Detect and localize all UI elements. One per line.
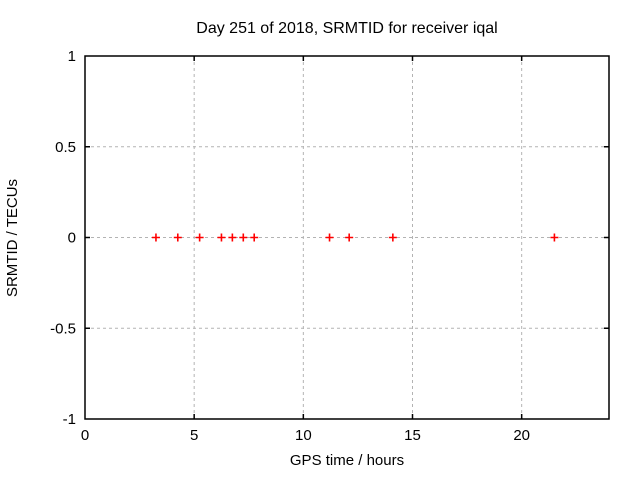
x-tick-label: 20 <box>513 427 530 444</box>
data-points <box>151 233 559 242</box>
data-point-marker <box>173 233 182 242</box>
x-tick-label: 15 <box>404 427 421 444</box>
plot-border-rect <box>84 55 610 420</box>
data-point-marker <box>325 233 334 242</box>
x-tick-label: 5 <box>190 427 198 444</box>
y-tick-label: 1 <box>68 48 76 65</box>
x-tick-label: 10 <box>295 427 312 444</box>
axis-ticks <box>85 56 609 419</box>
y-axis-label: SRMTID / TECUs <box>4 179 21 297</box>
y-tick-label: -0.5 <box>50 320 76 337</box>
grid-lines <box>85 56 609 419</box>
data-point-marker <box>550 233 559 242</box>
data-point-marker <box>345 233 354 242</box>
data-point-marker <box>250 233 259 242</box>
tick-labels: 0 5 10 15 20 -1 -0.5 0 0.5 1 <box>50 48 530 444</box>
data-point-marker <box>195 233 204 242</box>
data-point-marker <box>228 233 237 242</box>
data-point-marker <box>239 233 248 242</box>
y-tick-label: 0 <box>68 230 76 247</box>
data-point-marker <box>217 233 226 242</box>
y-tick-label: 0.5 <box>55 139 76 156</box>
x-tick-label: 0 <box>81 427 89 444</box>
y-tick-label: -1 <box>63 411 76 428</box>
plot-border <box>84 55 610 420</box>
data-point-marker <box>388 233 397 242</box>
data-point-marker <box>151 233 160 242</box>
x-axis-label: GPS time / hours <box>290 452 404 469</box>
chart-title: Day 251 of 2018, SRMTID for receiver iqa… <box>196 20 497 37</box>
